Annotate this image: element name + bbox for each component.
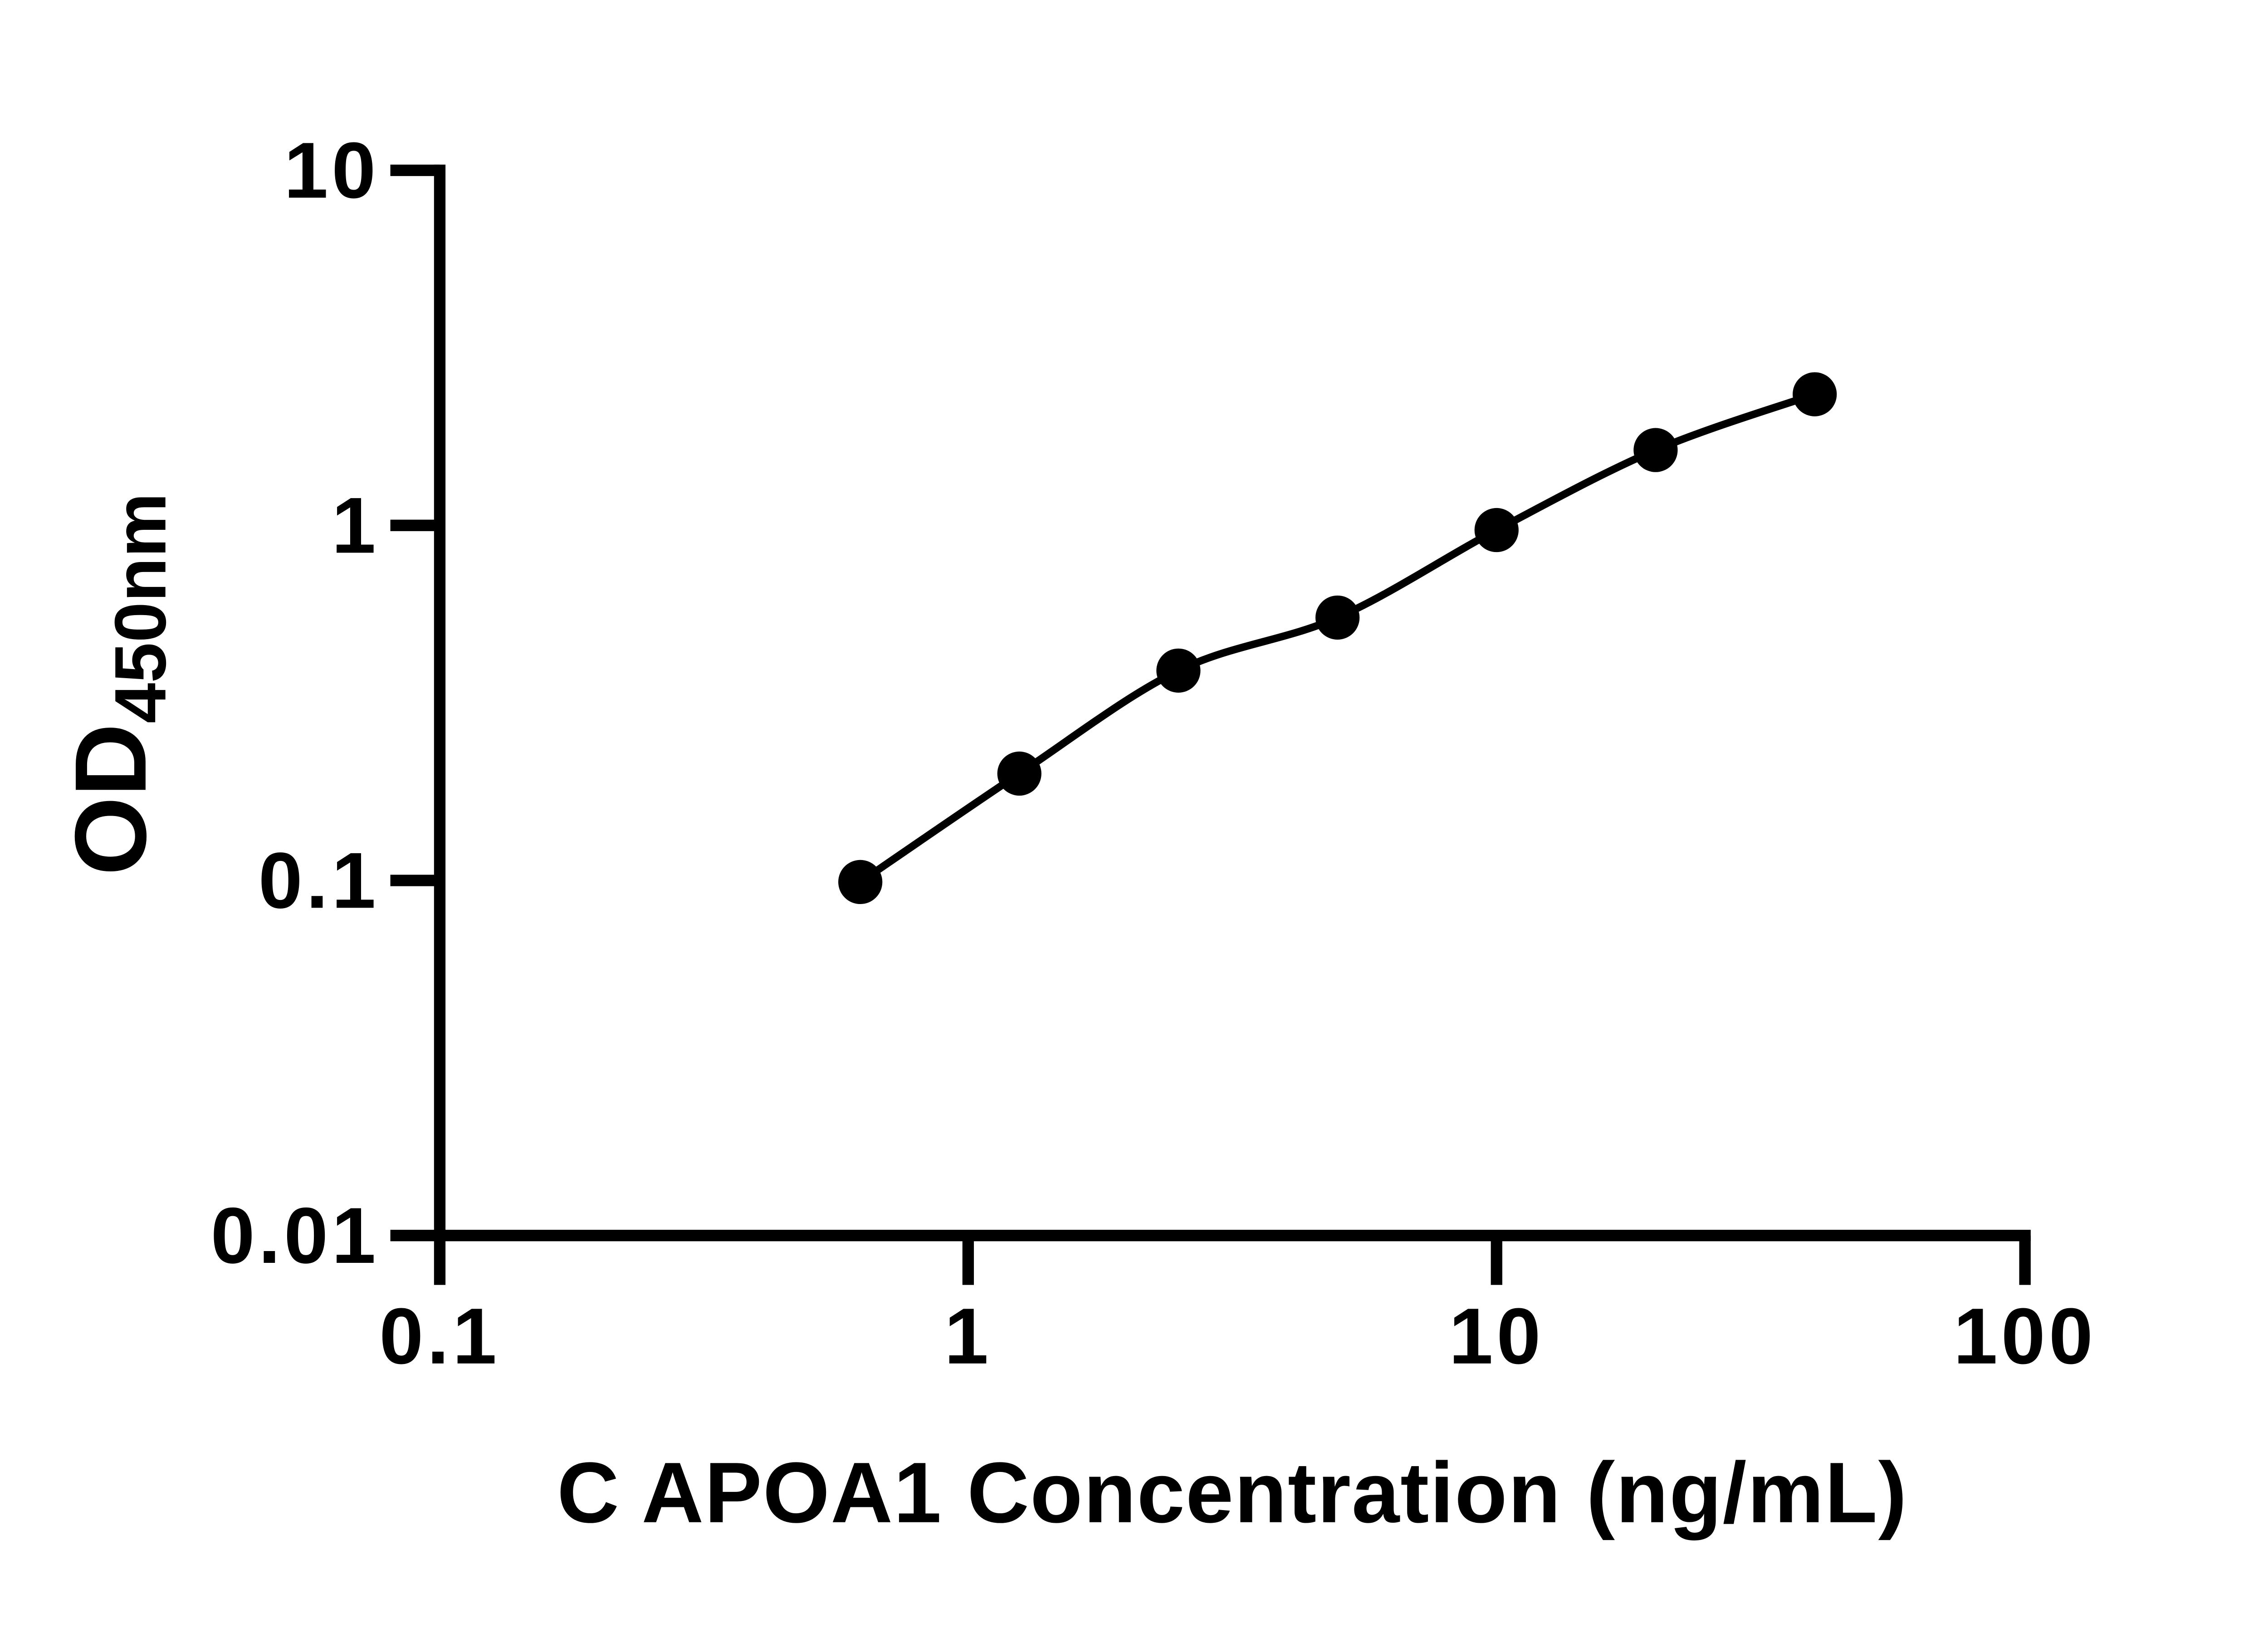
data-point bbox=[1315, 595, 1360, 640]
x-tick-label: 1 bbox=[944, 1292, 992, 1381]
y-tick-label: 1 bbox=[332, 482, 379, 570]
data-series bbox=[838, 372, 1837, 905]
y-tick-label: 0.01 bbox=[211, 1192, 380, 1280]
x-axis-title: C APOA1 Concentration (ng/mL) bbox=[557, 1445, 1908, 1541]
y-tick-label: 10 bbox=[284, 127, 379, 215]
y-tick-label: 0.1 bbox=[259, 836, 380, 925]
data-point bbox=[838, 860, 883, 905]
data-point bbox=[1156, 648, 1201, 693]
tick-labels: 10 1 0.1 0.01 0.1 1 10 100 bbox=[211, 127, 2097, 1381]
x-tick-label: 10 bbox=[1449, 1292, 1544, 1381]
x-tick-label: 0.1 bbox=[379, 1292, 500, 1381]
data-point bbox=[997, 751, 1041, 796]
axes bbox=[390, 164, 2031, 1285]
figure-background bbox=[0, 22, 2268, 1611]
y-axis-title: OD450nm bbox=[54, 493, 181, 875]
x-tick-label: 100 bbox=[1954, 1292, 2097, 1381]
y-axis-title-subscript: 450nm bbox=[100, 493, 181, 723]
y-axis-title-main: OD bbox=[54, 724, 167, 875]
data-point bbox=[1633, 428, 1678, 472]
data-point bbox=[1793, 372, 1837, 416]
data-point bbox=[1474, 508, 1519, 552]
